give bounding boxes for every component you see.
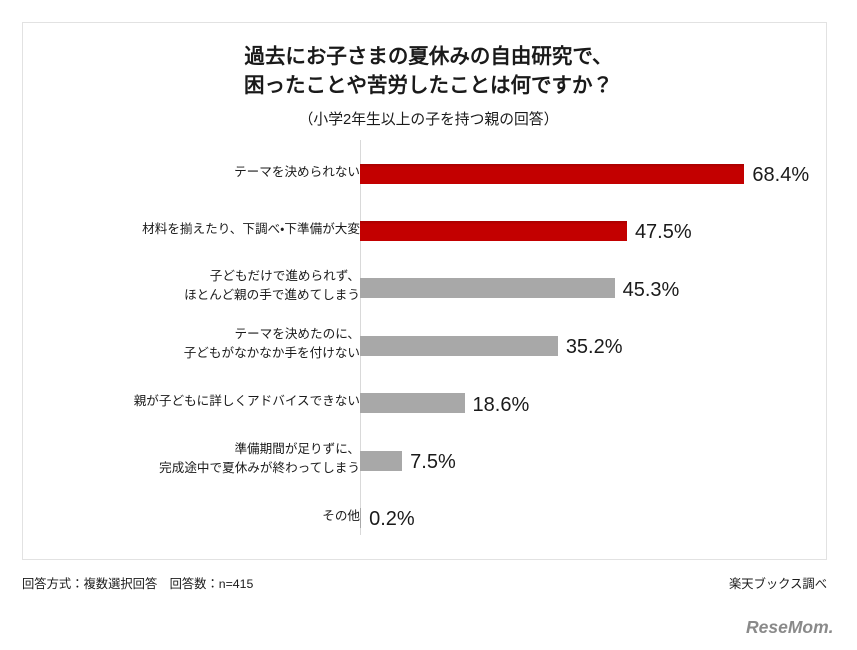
svg-text:ReseMom.: ReseMom. [746,617,834,637]
